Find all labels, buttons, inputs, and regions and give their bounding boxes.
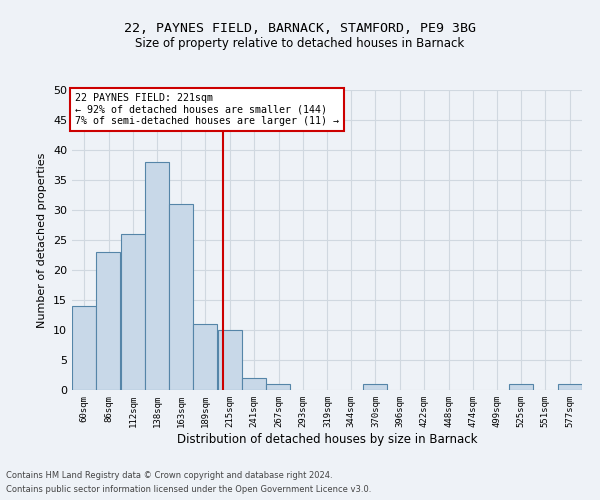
Bar <box>121 234 145 390</box>
Text: Contains public sector information licensed under the Open Government Licence v3: Contains public sector information licen… <box>6 486 371 494</box>
Bar <box>557 384 581 390</box>
Bar <box>97 252 121 390</box>
Text: 22 PAYNES FIELD: 221sqm
← 92% of detached houses are smaller (144)
7% of semi-de: 22 PAYNES FIELD: 221sqm ← 92% of detache… <box>74 93 338 126</box>
Bar <box>218 330 242 390</box>
Bar <box>169 204 193 390</box>
Bar <box>72 306 96 390</box>
Bar <box>363 384 387 390</box>
Bar <box>266 384 290 390</box>
Text: 22, PAYNES FIELD, BARNACK, STAMFORD, PE9 3BG: 22, PAYNES FIELD, BARNACK, STAMFORD, PE9… <box>124 22 476 36</box>
Bar <box>145 162 169 390</box>
X-axis label: Distribution of detached houses by size in Barnack: Distribution of detached houses by size … <box>177 432 477 446</box>
Bar <box>193 324 217 390</box>
Bar <box>509 384 533 390</box>
Text: Size of property relative to detached houses in Barnack: Size of property relative to detached ho… <box>136 38 464 51</box>
Text: Contains HM Land Registry data © Crown copyright and database right 2024.: Contains HM Land Registry data © Crown c… <box>6 470 332 480</box>
Y-axis label: Number of detached properties: Number of detached properties <box>37 152 47 328</box>
Bar <box>242 378 266 390</box>
